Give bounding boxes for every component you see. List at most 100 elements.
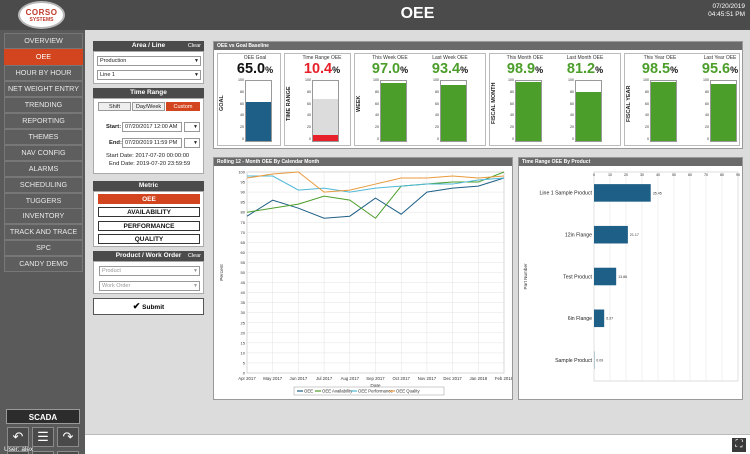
y-tick-label: 50 bbox=[241, 270, 246, 275]
nav-item-candy-demo[interactable]: CANDY DEMO bbox=[4, 256, 83, 273]
kpi-caption: OEE Goal bbox=[243, 55, 267, 61]
kpi-caption: Last Week OEE bbox=[432, 55, 468, 61]
y-tick-label: 35 bbox=[241, 300, 246, 305]
x-tick-label: Sep 2017 bbox=[366, 376, 385, 381]
nav-item-reporting[interactable]: REPORTING bbox=[4, 112, 83, 129]
kpi-group-label: FISCAL YEAR bbox=[626, 85, 632, 122]
x-tick-label: 40 bbox=[656, 173, 660, 177]
kpi-group-fiscal-month: FISCAL MONTH This Month OEE 98.9% 100 80 60 40… bbox=[489, 53, 621, 146]
metric-title: Metric bbox=[138, 182, 159, 189]
nav-item-net-weight-entry[interactable]: NET WEIGHT ENTRY bbox=[4, 80, 83, 97]
nav-item-trending[interactable]: TRENDING bbox=[4, 96, 83, 113]
nav-item-oee[interactable]: OEE bbox=[4, 48, 83, 65]
header-date: 07/20/2019 bbox=[712, 3, 745, 10]
header-time: 04:45:51 PM bbox=[708, 11, 745, 18]
x-tick-label: 70 bbox=[704, 173, 708, 177]
tab-shift[interactable]: Shift bbox=[98, 102, 131, 111]
kpi-axis-tick: 60 bbox=[705, 101, 709, 106]
nav-item-inventory[interactable]: INVENTORY bbox=[4, 208, 83, 225]
work-order-select[interactable]: Work Order ▼ bbox=[99, 281, 200, 291]
kpi-axis-tick: 40 bbox=[645, 113, 649, 118]
x-tick-label: Apr 2017 bbox=[238, 376, 256, 381]
kpi-axis-tick: 80 bbox=[510, 89, 514, 94]
rolling-oee-line-chart: 0 5 10 15 20 25 30 35 40 45 50 55 60 65 70 75 80 85 90 95 10… bbox=[219, 170, 512, 396]
sidebar: OVERVIEW OEE HOUR BY HOUR NET WEIGHT ENTRY T… bbox=[0, 30, 85, 454]
start-calendar-button[interactable]: ▼ bbox=[184, 122, 200, 132]
y-tick-label: 80 bbox=[241, 210, 246, 215]
kpi-gauge bbox=[312, 80, 339, 142]
product-select[interactable]: Product ▼ bbox=[99, 266, 200, 276]
x-tick-label: Feb 2018 bbox=[495, 376, 512, 381]
kpi-axis-tick: 20 bbox=[645, 125, 649, 130]
kpi-axis-tick: 0 bbox=[707, 137, 709, 141]
y-axis-label: Part Number bbox=[523, 263, 528, 290]
kpi-value-number: 93.4 bbox=[431, 61, 461, 77]
x-tick-label: Aug 2017 bbox=[341, 376, 360, 381]
end-datetime-value: 07/20/2019 11:59 PM bbox=[125, 140, 178, 146]
metric-oee-button[interactable]: OEE bbox=[98, 194, 200, 204]
submit-button[interactable]: ✔ Submit bbox=[93, 298, 204, 315]
y-tick-label: 65 bbox=[241, 240, 246, 245]
area-line-clear-button[interactable]: Clear bbox=[187, 43, 201, 49]
end-calendar-button[interactable]: ▼ bbox=[184, 138, 200, 148]
time-range-panel-title: Time Range bbox=[93, 88, 204, 98]
kpi-gauge bbox=[515, 80, 542, 142]
kpi-value-number: 97.0 bbox=[371, 61, 401, 77]
nav-item-spc[interactable]: SPC bbox=[4, 240, 83, 257]
nav-item-nav-config[interactable]: NAV CONFIG bbox=[4, 144, 83, 161]
area-select[interactable]: Production ▼ bbox=[97, 56, 201, 66]
kpi-value: 98.9% bbox=[502, 61, 548, 78]
y-tick-label: 100 bbox=[238, 170, 245, 175]
nav-item-alarms[interactable]: ALARMS bbox=[4, 160, 83, 177]
kpi-value-unit: % bbox=[670, 65, 679, 75]
nav-item-track-and-trace[interactable]: TRACK AND TRACE bbox=[4, 224, 83, 241]
rolling-oee-chart-title: Rolling 12 - Month OEE By Calendar Month bbox=[214, 158, 512, 166]
metric-availability-button[interactable]: AVAILABILITY bbox=[98, 207, 200, 217]
y-tick-label: 75 bbox=[241, 220, 246, 225]
tab-day-week[interactable]: Day/Week bbox=[132, 102, 165, 111]
kpi-gauge-fill bbox=[441, 84, 466, 141]
line-select[interactable]: Line 1 ▼ bbox=[97, 70, 201, 80]
bar-value-label: 35.45 bbox=[653, 191, 662, 195]
page-title: OEE bbox=[400, 5, 435, 22]
kpi-gauge bbox=[380, 80, 407, 142]
nav-item-scheduling[interactable]: SCHEDULING bbox=[4, 176, 83, 193]
kpi-gauge bbox=[245, 80, 272, 142]
kpi-group-label: TIME RANGE bbox=[286, 86, 292, 121]
kpi-caption: Last Year OEE bbox=[703, 55, 737, 61]
kpi-caption: Time Range OEE bbox=[302, 55, 342, 61]
end-datetime-input[interactable]: 07/20/2019 11:59 PM bbox=[122, 138, 182, 148]
nav-item-themes[interactable]: THEMES bbox=[4, 128, 83, 145]
tab-custom[interactable]: Custom bbox=[166, 102, 200, 111]
nav-item-tuggers[interactable]: TUGGERS bbox=[4, 192, 83, 209]
kpi-caption: This Week OEE bbox=[372, 55, 408, 61]
kpi-card: Last Month OEE 81.2% 100 80 60 40 20 0 bbox=[562, 54, 608, 145]
product-wo-clear-button[interactable]: Clear bbox=[187, 253, 201, 259]
kpi-group-time-range: TIME RANGE Time Range OEE 10.4% 100 80 60 40 20… bbox=[284, 53, 351, 146]
kpi-value: 97.0% bbox=[367, 61, 413, 78]
menu-list-icon[interactable]: ☰ bbox=[32, 427, 54, 447]
fullscreen-icon[interactable]: ⛶ bbox=[732, 438, 746, 452]
footer-bar: ⛶ bbox=[85, 434, 750, 454]
kpi-group-goal: GOAL OEE Goal 65.0% 100 80 60 40 20 0 bbox=[217, 53, 281, 146]
logo-text-top: CORSO bbox=[25, 8, 58, 17]
forward-arrow-icon[interactable]: ↷ bbox=[57, 427, 79, 447]
scada-button[interactable]: SCADA bbox=[6, 409, 80, 424]
series-line-oee-availability bbox=[246, 171, 505, 219]
kpi-axis-tick: 20 bbox=[240, 125, 244, 130]
kpi-gauge bbox=[710, 80, 737, 142]
start-datetime-input[interactable]: 07/20/2017 12:00 AM bbox=[122, 122, 182, 132]
kpi-value-number: 98.9 bbox=[506, 61, 536, 77]
kpi-axis-tick: 100 bbox=[568, 78, 574, 82]
nav-item-hour-by-hour[interactable]: HOUR BY HOUR bbox=[4, 64, 83, 81]
back-arrow-icon[interactable]: ↶ bbox=[7, 427, 29, 447]
product-placeholder: Product bbox=[102, 268, 121, 274]
nav-item-overview[interactable]: OVERVIEW bbox=[4, 33, 83, 49]
kpi-axis-tick: 20 bbox=[570, 125, 574, 130]
kpi-axis-tick: 100 bbox=[373, 78, 379, 82]
legend bbox=[293, 386, 445, 396]
kpi-axis-tick: 20 bbox=[435, 125, 439, 130]
kpi-value-unit: % bbox=[460, 65, 469, 75]
metric-performance-button[interactable]: PERFORMANCE bbox=[98, 221, 200, 231]
metric-quality-button[interactable]: QUALITY bbox=[98, 234, 200, 244]
